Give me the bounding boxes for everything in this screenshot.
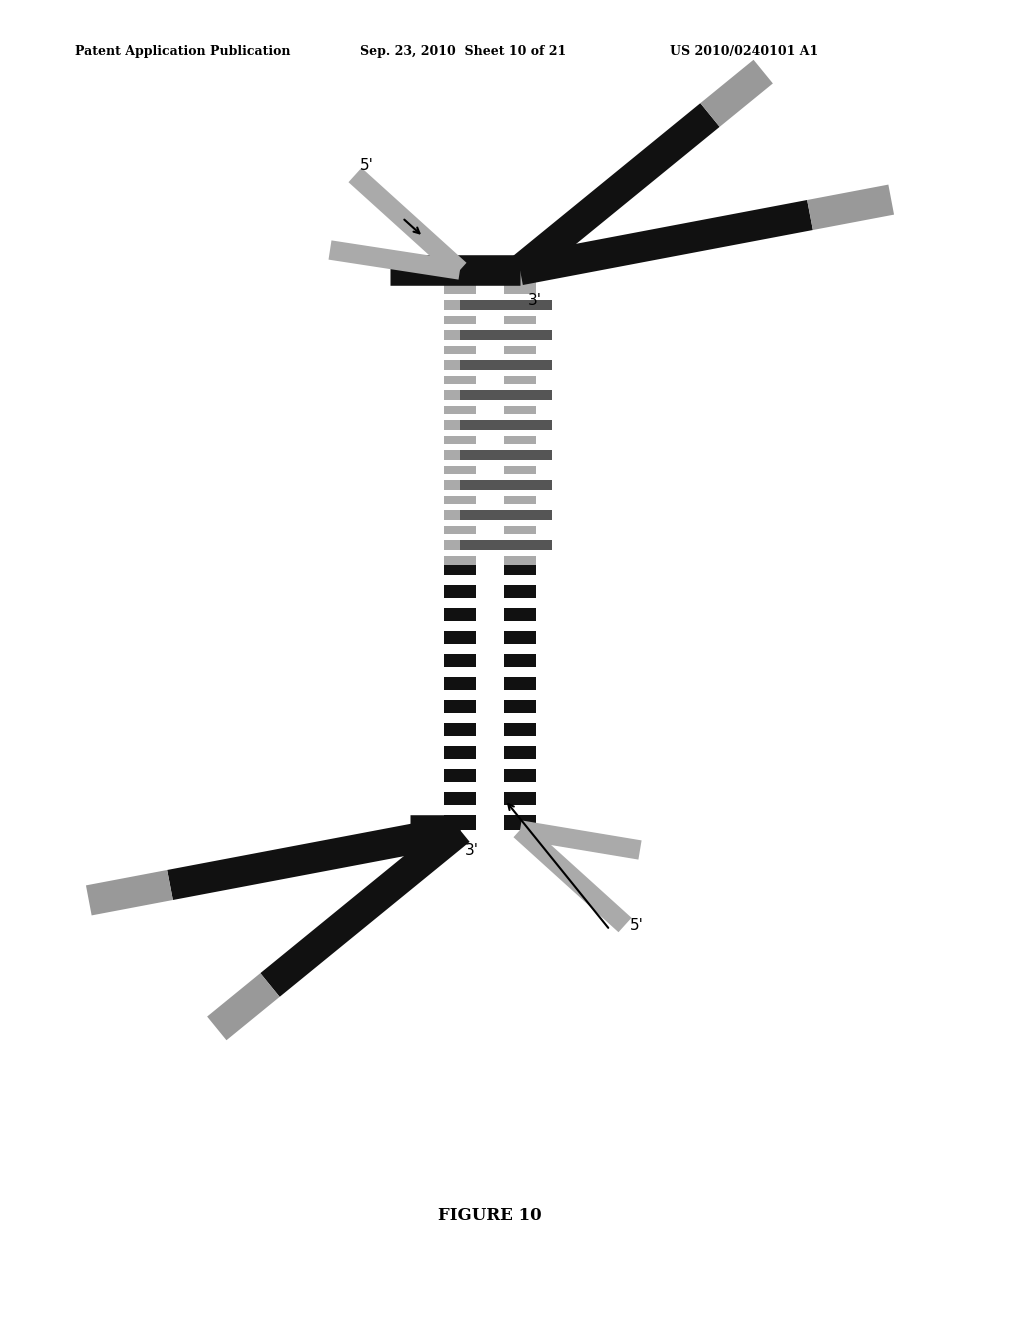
- Bar: [444, 644, 536, 653]
- Bar: [444, 620, 536, 631]
- Bar: [504, 271, 536, 565]
- Bar: [460, 360, 552, 370]
- Bar: [460, 420, 552, 430]
- Bar: [444, 576, 536, 585]
- Bar: [460, 330, 552, 341]
- Text: US 2010/0240101 A1: US 2010/0240101 A1: [670, 45, 818, 58]
- Bar: [460, 300, 552, 310]
- Bar: [444, 444, 536, 450]
- Bar: [444, 737, 536, 746]
- Bar: [444, 474, 536, 480]
- Bar: [444, 550, 536, 556]
- Bar: [444, 310, 536, 315]
- Bar: [444, 667, 536, 677]
- Bar: [444, 690, 536, 700]
- Bar: [444, 490, 536, 496]
- Bar: [444, 400, 536, 407]
- Bar: [444, 271, 476, 565]
- Text: Patent Application Publication: Patent Application Publication: [75, 45, 291, 58]
- Bar: [444, 323, 536, 330]
- Text: Sep. 23, 2010  Sheet 10 of 21: Sep. 23, 2010 Sheet 10 of 21: [360, 45, 566, 58]
- Bar: [444, 430, 536, 436]
- Text: 5': 5': [360, 158, 374, 173]
- Bar: [444, 805, 536, 814]
- Bar: [444, 370, 536, 376]
- Bar: [444, 341, 536, 346]
- Bar: [460, 510, 552, 520]
- Bar: [444, 535, 536, 540]
- Bar: [504, 565, 536, 830]
- Bar: [444, 504, 536, 510]
- Bar: [460, 450, 552, 459]
- Bar: [444, 565, 476, 830]
- Bar: [444, 598, 536, 609]
- Bar: [444, 713, 536, 723]
- Text: 5': 5': [630, 917, 644, 933]
- Bar: [460, 389, 552, 400]
- Bar: [444, 354, 536, 360]
- Bar: [460, 540, 552, 550]
- Text: 3': 3': [465, 843, 479, 858]
- Text: FIGURE 10: FIGURE 10: [438, 1206, 542, 1224]
- Bar: [444, 414, 536, 420]
- Bar: [444, 781, 536, 792]
- Bar: [444, 459, 536, 466]
- Bar: [444, 384, 536, 389]
- Text: 3': 3': [528, 293, 542, 308]
- Bar: [460, 480, 552, 490]
- Bar: [444, 759, 536, 770]
- Bar: [444, 294, 536, 300]
- Bar: [444, 520, 536, 525]
